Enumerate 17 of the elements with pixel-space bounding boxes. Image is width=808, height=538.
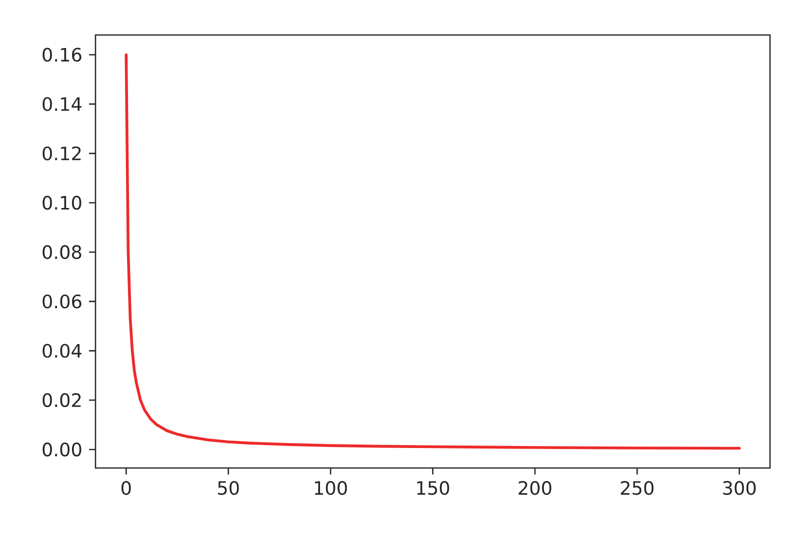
line-series: [124, 53, 741, 450]
x-tick-label: 50: [218, 481, 239, 495]
y-tick-label: 0.02: [42, 393, 81, 408]
y-tick-label: 0.06: [42, 294, 82, 308]
x-tick-label: 100: [314, 481, 347, 495]
y-tick-label: 0.12: [42, 146, 81, 160]
x-tick-label: 250: [620, 481, 654, 495]
y-tick-label: 0.14: [42, 97, 82, 112]
y-tick-label: 0.04: [42, 344, 82, 358]
y-tick-label: 0.00: [42, 442, 82, 456]
y-tick-label: 0.08: [42, 245, 82, 260]
x-tick-label: 0: [122, 481, 131, 495]
x-tick-label: 150: [417, 481, 450, 495]
x-tick-label: 200: [518, 481, 552, 495]
y-tick-label: 0.16: [42, 48, 82, 62]
x-tick-label: 300: [723, 481, 756, 495]
y-tick-label: 0.10: [42, 196, 82, 210]
